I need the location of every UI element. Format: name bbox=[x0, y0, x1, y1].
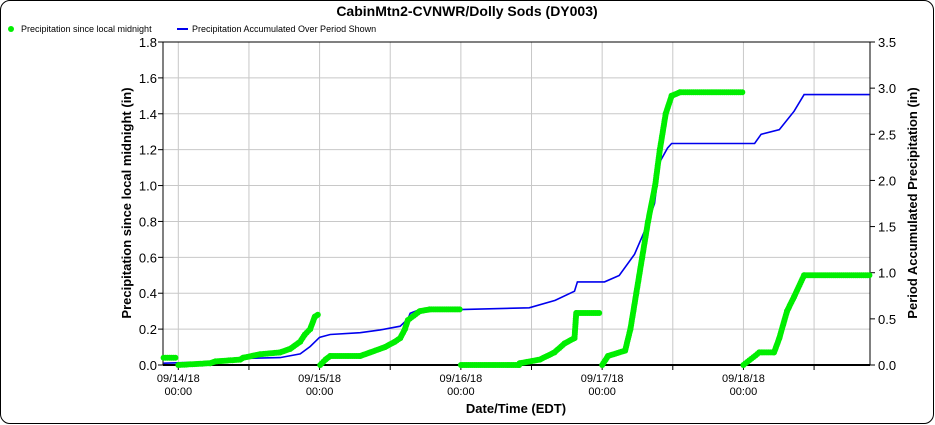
x-tick-time: 00:00 bbox=[447, 386, 475, 398]
x-tick-date: 09/17/18 bbox=[581, 373, 624, 385]
x-tick-time: 00:00 bbox=[588, 386, 616, 398]
y2-tick-label: 1.0 bbox=[878, 266, 896, 281]
x-tick-time: 00:00 bbox=[306, 386, 334, 398]
chart-title: CabinMtn2-CVNWR/Dolly Sods (DY003) bbox=[336, 3, 597, 19]
data-point-since-midnight bbox=[596, 310, 603, 316]
x-tick-date: 09/15/18 bbox=[298, 373, 341, 385]
x-tick-date: 09/16/18 bbox=[439, 373, 482, 385]
y-tick-label: 0.0 bbox=[139, 358, 157, 373]
x-tick-time: 00:00 bbox=[165, 386, 193, 398]
series-line-accumulated bbox=[163, 93, 870, 364]
x-tick-date: 09/14/18 bbox=[157, 373, 200, 385]
y-tick-label: 1.8 bbox=[139, 35, 157, 50]
y-tick-label: 0.4 bbox=[139, 286, 157, 301]
legend: Precipitation since local midnight Preci… bbox=[8, 24, 376, 34]
y2-tick-label: 1.5 bbox=[878, 220, 896, 235]
y2-tick-label: 3.0 bbox=[878, 81, 896, 96]
legend-label-green: Precipitation since local midnight bbox=[21, 24, 152, 34]
y-tick-label: 1.2 bbox=[139, 143, 157, 158]
y2-tick-label: 0.0 bbox=[878, 358, 896, 373]
legend-label-blue: Precipitation Accumulated Over Period Sh… bbox=[192, 24, 376, 34]
y-tick-label: 1.0 bbox=[139, 179, 157, 194]
y2-axis-title: Period Accumulated Precipitation (in) bbox=[905, 87, 920, 318]
y-tick-label: 0.6 bbox=[139, 250, 157, 265]
y2-tick-label: 3.5 bbox=[878, 35, 896, 50]
y-tick-label: 1.6 bbox=[139, 71, 157, 86]
y-tick-label: 1.4 bbox=[139, 107, 157, 122]
y2-tick-label: 2.5 bbox=[878, 127, 896, 142]
y2-tick-label: 0.5 bbox=[878, 312, 896, 327]
data-point-since-midnight bbox=[172, 354, 179, 361]
data-point-since-midnight bbox=[314, 311, 321, 318]
data-point-since-midnight bbox=[739, 89, 746, 96]
y-tick-label: 0.2 bbox=[139, 322, 157, 337]
legend-dot-icon bbox=[8, 26, 14, 32]
data-point-since-midnight bbox=[866, 272, 873, 279]
y-axis-title: Precipitation since local midnight (in) bbox=[119, 87, 134, 318]
y2-tick-label: 2.0 bbox=[878, 173, 896, 188]
y-tick-label: 0.8 bbox=[139, 214, 157, 229]
x-tick-date: 09/18/18 bbox=[722, 373, 765, 385]
plot-area-border bbox=[162, 41, 871, 366]
x-tick-time: 00:00 bbox=[730, 386, 758, 398]
data-point-since-midnight bbox=[456, 306, 463, 313]
x-axis-title: Date/Time (EDT) bbox=[466, 401, 566, 416]
